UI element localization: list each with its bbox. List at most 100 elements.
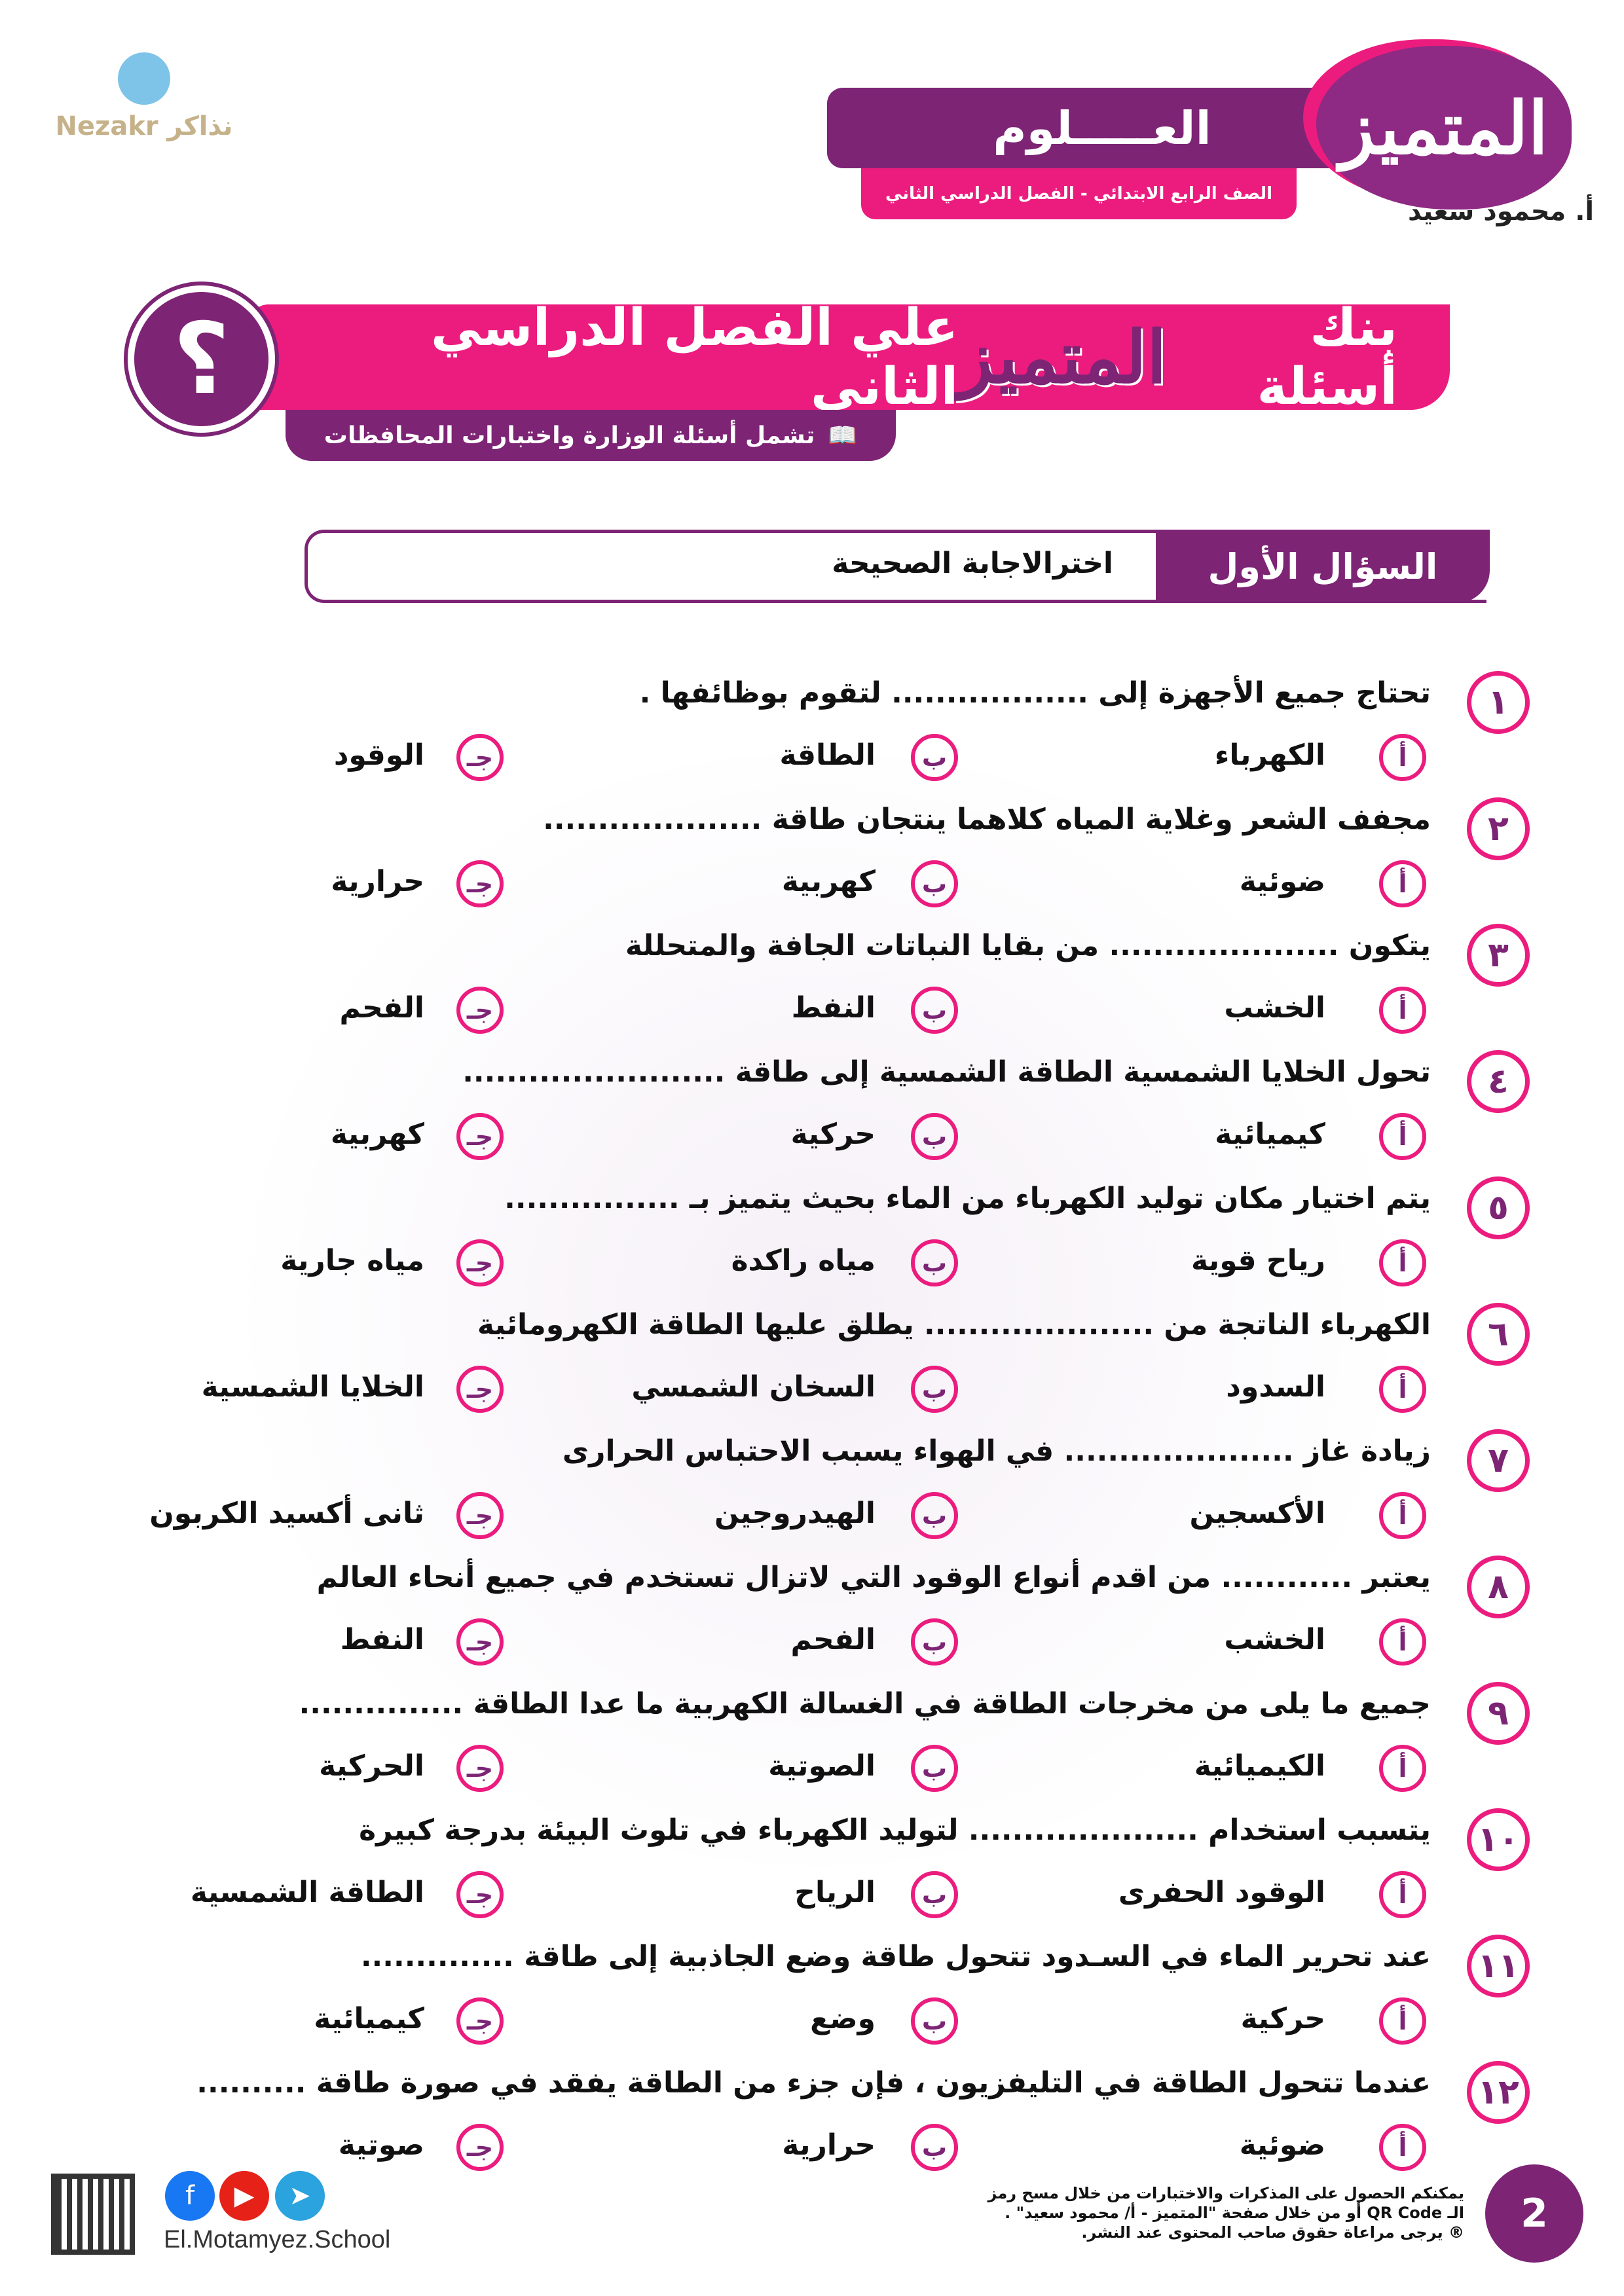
option-text[interactable]: صوتية (338, 2128, 424, 2162)
option-text[interactable]: كهربية (330, 1118, 424, 1151)
option-letter[interactable]: جـ (456, 1745, 504, 1792)
option-text[interactable]: رياح قوية (1190, 1244, 1325, 1277)
option-letter[interactable]: ب (911, 734, 958, 781)
title-banner: بنك أسئلة المتميز علي الفصل الدراسي الثا… (249, 299, 1450, 416)
option-text[interactable]: حرارية (331, 865, 424, 898)
option-text[interactable]: مياه جارية (280, 1244, 424, 1277)
option-letter[interactable]: أ (1379, 1997, 1426, 2045)
logo-text: Nezakr نذاكر (55, 111, 233, 141)
option-letter[interactable]: جـ (456, 1871, 504, 1918)
banner-brand: المتميز (958, 315, 1167, 399)
option-text[interactable]: الخلايا الشمسية (201, 1370, 424, 1404)
option-text[interactable]: الكيميائية (1194, 1749, 1325, 1783)
option-text[interactable]: الطاقة الشمسية (190, 1876, 424, 1909)
option-text[interactable]: حرارية (782, 2128, 876, 2162)
option-letter[interactable]: أ (1379, 1871, 1426, 1918)
option-letter[interactable]: ب (911, 2124, 958, 2171)
brand-logo: المتميز (1316, 46, 1572, 210)
option-letter[interactable]: جـ (456, 860, 504, 907)
grade-label: الصف الرابع الابتدائي - الفصل الدراسي ال… (861, 168, 1297, 219)
section-box (304, 530, 1486, 603)
option-text[interactable]: ضوئية (1239, 865, 1325, 898)
section-instruction: اخترالاجابة الصحيحة (832, 547, 1113, 580)
option-text[interactable]: حركية (1240, 2002, 1325, 2035)
option-text[interactable]: الرياح (794, 1876, 876, 1909)
youtube-icon[interactable]: ▶ (219, 2171, 269, 2221)
option-text[interactable]: الحركية (319, 1749, 424, 1783)
option-text[interactable]: الهيدروجين (714, 1497, 876, 1530)
option-text[interactable]: وضع (810, 2002, 876, 2035)
option-text[interactable]: ضوئية (1239, 2128, 1325, 2162)
website-link[interactable]: El.Motamyez.School (164, 2226, 391, 2253)
option-text[interactable]: الصوتية (768, 1749, 876, 1783)
option-letter[interactable]: جـ (456, 734, 504, 781)
option-letter[interactable]: أ (1379, 1492, 1426, 1539)
option-letter[interactable]: أ (1379, 1113, 1426, 1160)
qr-code (51, 2174, 135, 2255)
option-letter[interactable]: ب (911, 1745, 958, 1792)
option-letter[interactable]: ب (911, 1366, 958, 1413)
question-number: ١٢ (1467, 2061, 1530, 2124)
option-letter[interactable]: ب (911, 1492, 958, 1539)
option-letter[interactable]: أ (1379, 1745, 1426, 1792)
option-letter[interactable]: جـ (456, 1113, 504, 1160)
option-text[interactable]: مياه راكدة (731, 1244, 876, 1277)
option-letter[interactable]: جـ (456, 1492, 504, 1539)
option-text[interactable]: السخان الشمسي (631, 1370, 876, 1404)
option-text[interactable]: الفحم (790, 1623, 876, 1656)
option-text[interactable]: السدود (1226, 1370, 1325, 1404)
option-letter[interactable]: ب (911, 1239, 958, 1286)
option-text[interactable]: الخشب (1224, 1623, 1325, 1656)
option-letter[interactable]: ب (911, 1997, 958, 2045)
option-letter[interactable]: ب (911, 1113, 958, 1160)
option-letter[interactable]: أ (1379, 860, 1426, 907)
banner-subtitle: 📖 تشمل أسئلة الوزارة واختبارات المحافظات (286, 410, 896, 461)
option-letter[interactable]: أ (1379, 2124, 1426, 2171)
footer-line: الـ QR Code أو من خلال صفحة "المتميز - أ… (1005, 2204, 1464, 2222)
option-text[interactable]: الوقود (333, 738, 424, 772)
question-text: تحتاج جميع الأجهزة إلى .................… (639, 676, 1431, 710)
option-text[interactable]: كهربية (781, 865, 876, 898)
option-letter[interactable]: أ (1379, 987, 1426, 1034)
option-letter[interactable]: جـ (456, 1239, 504, 1286)
option-text[interactable]: الخشب (1224, 991, 1325, 1025)
option-text[interactable]: النفط (340, 1623, 424, 1656)
facebook-icon[interactable]: f (165, 2171, 215, 2221)
question-mark-icon: ؟ (128, 285, 275, 433)
option-text[interactable]: كيميائية (1215, 1118, 1325, 1151)
option-letter[interactable]: جـ (456, 1997, 504, 2045)
option-letter[interactable]: جـ (456, 987, 504, 1034)
option-text[interactable]: الطاقة (779, 738, 876, 772)
option-text[interactable]: الفحم (339, 991, 425, 1025)
option-letter[interactable]: جـ (456, 1618, 504, 1666)
question-number: ٨ (1467, 1556, 1530, 1618)
option-letter[interactable]: أ (1379, 734, 1426, 781)
question-text: تحول الخلايا الشمسية الطاقة الشمسية إلى … (462, 1055, 1431, 1089)
question-number: ١٠ (1467, 1808, 1530, 1871)
option-letter[interactable]: جـ (456, 2124, 504, 2171)
banner-title-right: بنك أسئلة (1257, 298, 1397, 416)
option-letter[interactable]: ب (911, 1618, 958, 1666)
question-text: يتكون ..................... من بقايا الن… (625, 929, 1431, 962)
option-text[interactable]: ثانى أكسيد الكربون (149, 1497, 424, 1530)
option-text[interactable]: الكهرباء (1214, 738, 1325, 772)
question-text: يتم اختيار مكان توليد الكهرباء من الماء … (504, 1182, 1431, 1215)
option-letter[interactable]: ب (911, 1871, 958, 1918)
option-letter[interactable]: أ (1379, 1618, 1426, 1666)
option-text[interactable]: الوقود الحفرى (1118, 1876, 1325, 1909)
option-text[interactable]: كيميائية (314, 2002, 424, 2035)
option-text[interactable]: الأكسجين (1189, 1497, 1325, 1530)
nezakr-logo: Nezakr نذاكر (52, 52, 236, 177)
option-letter[interactable]: ب (911, 860, 958, 907)
footer-line: ® يرجى مراعاة حقوق صاحب المحتوى عند النش… (1081, 2223, 1464, 2242)
option-letter[interactable]: أ (1379, 1239, 1426, 1286)
option-letter[interactable]: أ (1379, 1366, 1426, 1413)
option-text[interactable]: حركية (790, 1118, 876, 1151)
option-letter[interactable]: ب (911, 987, 958, 1034)
question-number: ٥ (1467, 1176, 1530, 1239)
telegram-icon[interactable]: ➤ (275, 2171, 325, 2221)
option-letter[interactable]: جـ (456, 1366, 504, 1413)
question-text: مجفف الشعر وغلاية المياه كلاهما ينتجان ط… (543, 803, 1431, 836)
author-name: أ. محمود سعيد (1408, 196, 1595, 227)
option-text[interactable]: النفط (791, 991, 876, 1025)
